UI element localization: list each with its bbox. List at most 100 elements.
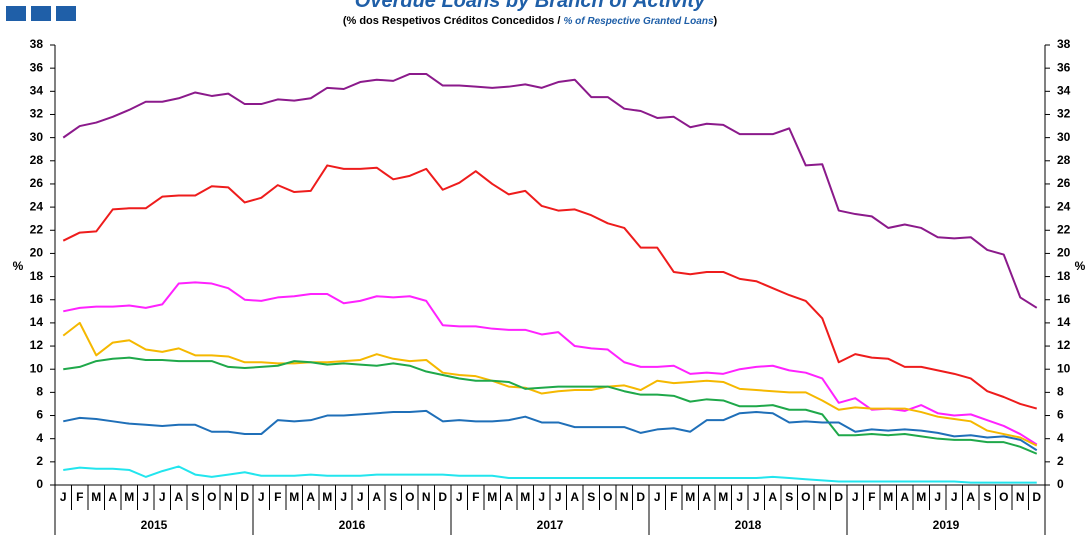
x-tick-label: M	[718, 490, 728, 504]
y2-tick-label: 26	[1057, 176, 1071, 190]
x-tick-label: N	[422, 490, 431, 504]
x-tick-label: A	[372, 490, 381, 504]
chart-subtitle: (% dos Respetivos Créditos Concedidos / …	[343, 15, 718, 27]
y2-tick-label: 18	[1057, 269, 1071, 283]
x-tick-label: S	[785, 490, 793, 504]
subtitle-part: % of Respective Granted Loans	[563, 16, 713, 27]
y-tick-label: 36	[30, 60, 44, 74]
series-line	[62, 72, 1038, 309]
x-tick-label: N	[224, 490, 233, 504]
y-tick-label: 38	[30, 37, 44, 51]
x-tick-label: A	[306, 490, 315, 504]
y-tick-label: 34	[30, 83, 44, 97]
x-tick-label: J	[142, 490, 149, 504]
logo-block	[31, 6, 51, 21]
y-tick-label: 14	[30, 315, 44, 329]
x-tick-label: O	[207, 490, 216, 504]
x-tick-label: J	[159, 490, 166, 504]
y2-tick-label: 20	[1057, 246, 1071, 260]
y-tick-label: 20	[30, 246, 44, 260]
y-tick-label: 32	[30, 107, 44, 121]
y-tick-label: 24	[30, 199, 44, 213]
y-tick-label: 6	[36, 408, 43, 422]
y2-tick-label: 24	[1057, 199, 1071, 213]
y-tick-label: 16	[30, 292, 44, 306]
y2-axis-label: %	[1075, 259, 1086, 273]
x-tick-label: F	[868, 490, 875, 504]
y-tick-label: 12	[30, 338, 44, 352]
y-axis-label: %	[13, 259, 24, 273]
y2-tick-label: 32	[1057, 107, 1071, 121]
y2-tick-label: 0	[1057, 477, 1064, 491]
logo-block	[6, 6, 26, 21]
year-label: 2017	[537, 518, 564, 532]
y2-tick-label: 6	[1057, 408, 1064, 422]
y2-tick-label: 14	[1057, 315, 1071, 329]
x-tick-label: M	[91, 490, 101, 504]
series-line	[62, 164, 1038, 410]
subtitle-part: (% dos Respetivos Créditos Concedidos /	[343, 15, 564, 27]
x-tick-label: M	[685, 490, 695, 504]
series-line	[62, 321, 1038, 447]
x-tick-label: A	[900, 490, 909, 504]
y-tick-label: 10	[30, 361, 44, 375]
series-line	[63, 281, 1038, 446]
year-label: 2015	[141, 518, 168, 532]
y2-tick-label: 30	[1057, 130, 1071, 144]
year-label: 2016	[339, 518, 366, 532]
x-tick-label: F	[472, 490, 479, 504]
x-tick-label: M	[322, 490, 332, 504]
y-tick-label: 2	[36, 454, 43, 468]
y2-tick-label: 10	[1057, 361, 1071, 375]
y2-tick-label: 22	[1057, 222, 1071, 236]
y2-tick-label: 36	[1057, 60, 1071, 74]
x-tick-label: O	[999, 490, 1008, 504]
x-tick-label: A	[504, 490, 513, 504]
x-tick-label: J	[654, 490, 661, 504]
x-tick-label: M	[883, 490, 893, 504]
x-tick-label: M	[916, 490, 926, 504]
x-tick-label: A	[174, 490, 183, 504]
x-tick-label: D	[240, 490, 249, 504]
y-tick-label: 28	[30, 153, 44, 167]
series-line	[63, 409, 1038, 452]
y2-tick-label: 16	[1057, 292, 1071, 306]
x-tick-label: O	[405, 490, 414, 504]
x-tick-label: J	[951, 490, 958, 504]
x-tick-label: S	[191, 490, 199, 504]
x-tick-label: J	[852, 490, 859, 504]
x-tick-label: F	[274, 490, 281, 504]
y2-tick-label: 2	[1057, 454, 1064, 468]
x-tick-label: A	[768, 490, 777, 504]
y2-tick-label: 8	[1057, 385, 1064, 399]
y2-tick-label: 12	[1057, 338, 1071, 352]
x-tick-label: N	[1016, 490, 1025, 504]
x-tick-label: F	[670, 490, 677, 504]
y-tick-label: 0	[36, 477, 43, 491]
x-tick-label: J	[60, 490, 67, 504]
x-tick-label: A	[570, 490, 579, 504]
x-tick-label: S	[389, 490, 397, 504]
x-tick-label: N	[620, 490, 629, 504]
x-tick-label: J	[340, 490, 347, 504]
x-tick-label: O	[603, 490, 612, 504]
x-tick-label: J	[357, 490, 364, 504]
logo-block	[56, 6, 76, 21]
y-tick-label: 30	[30, 130, 44, 144]
series-line	[63, 465, 1037, 484]
year-label: 2018	[735, 518, 762, 532]
x-tick-label: J	[258, 490, 265, 504]
x-tick-label: S	[983, 490, 991, 504]
y-tick-label: 8	[36, 385, 43, 399]
y2-tick-label: 34	[1057, 83, 1071, 97]
y2-tick-label: 28	[1057, 153, 1071, 167]
x-tick-label: A	[966, 490, 975, 504]
x-tick-label: M	[124, 490, 134, 504]
x-tick-label: M	[289, 490, 299, 504]
x-tick-label: A	[702, 490, 711, 504]
x-tick-label: O	[801, 490, 810, 504]
x-tick-label: J	[538, 490, 545, 504]
x-tick-label: S	[587, 490, 595, 504]
y2-tick-label: 38	[1057, 37, 1071, 51]
